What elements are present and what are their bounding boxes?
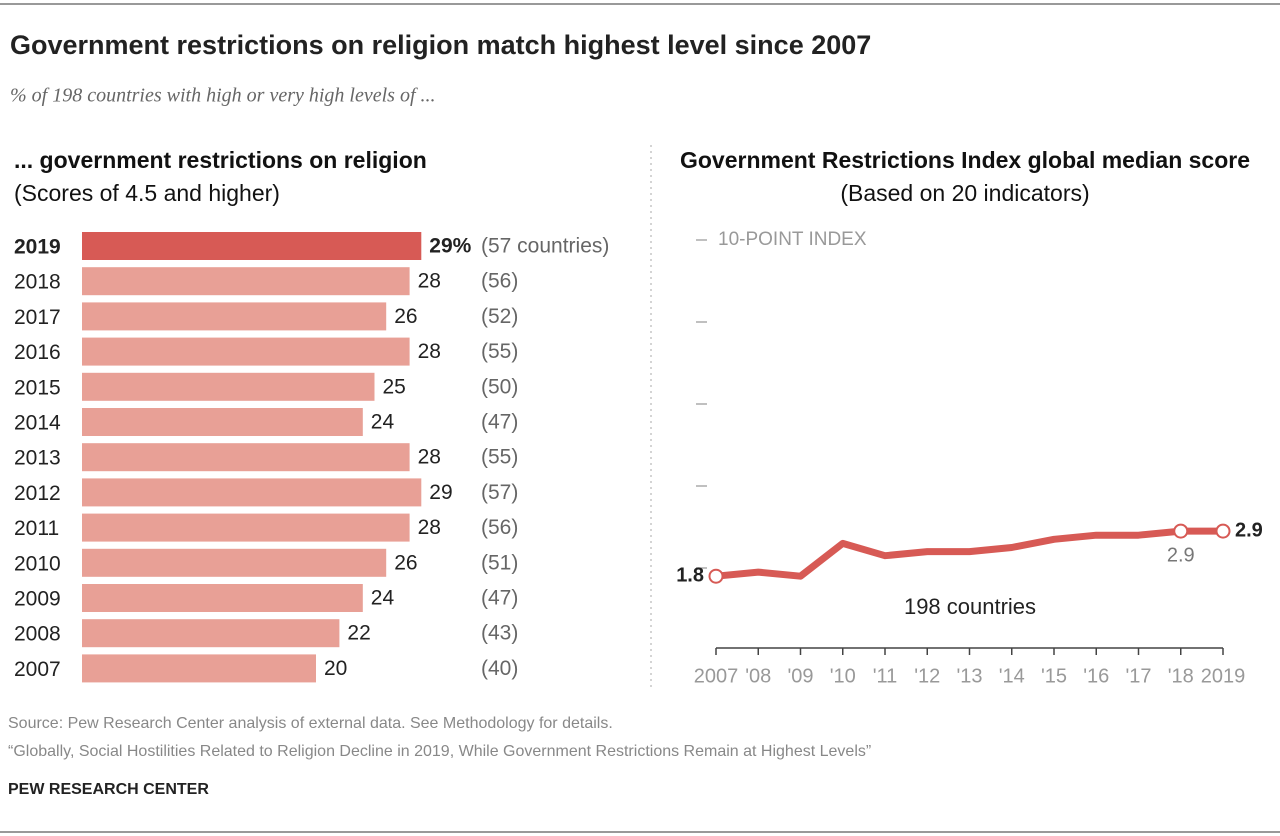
- bar: [82, 548, 387, 577]
- x-tick-label: '10: [830, 665, 856, 687]
- bar: [82, 408, 363, 436]
- count-label: (52): [481, 305, 518, 328]
- line-subtitle: (Based on 20 indicators): [840, 180, 1090, 206]
- y-tick-label: 2007: [14, 658, 61, 681]
- y-tick-label: 2008: [14, 623, 61, 646]
- line-heading: Government Restrictions Index global med…: [665, 144, 1265, 210]
- bar: [82, 654, 316, 683]
- credit: PEW RESEARCH CENTER: [8, 781, 209, 798]
- y-tick-label: 2016: [14, 341, 61, 364]
- y-tick-label: 2009: [14, 588, 61, 611]
- point-label: 2.9: [1235, 519, 1263, 541]
- value-label: 24: [371, 411, 395, 434]
- bar: [82, 443, 410, 472]
- value-label: 28: [418, 516, 441, 539]
- note: “Globally, Social Hostilities Related to…: [8, 743, 871, 760]
- bar: [82, 267, 410, 296]
- x-tick-label: '11: [873, 665, 898, 687]
- value-label: 26: [394, 305, 417, 328]
- source: Source: Pew Research Center analysis of …: [8, 715, 613, 732]
- bar: [82, 337, 410, 366]
- page-title: Government restrictions on religion matc…: [10, 30, 871, 60]
- y-tick-label: 2015: [14, 376, 61, 399]
- value-label: 28: [418, 446, 441, 469]
- y-tick-label: 2011: [14, 517, 59, 540]
- annotation: 198 countries: [904, 594, 1036, 619]
- y-tick-label: 2014: [14, 412, 61, 435]
- x-tick-label: '16: [1083, 665, 1109, 687]
- count-label: (51): [481, 551, 518, 574]
- line-series: [715, 527, 1223, 580]
- count-label: (56): [481, 270, 518, 293]
- bar-title: ... government restrictions on religion: [14, 147, 427, 173]
- y-tick-label: 2013: [14, 447, 61, 470]
- bar: [82, 584, 363, 612]
- x-tick-label: '17: [1125, 665, 1151, 687]
- y-tick-label: 2018: [14, 271, 61, 294]
- count-label: (40): [481, 657, 518, 680]
- count-label: (57): [481, 481, 518, 504]
- point-label: 1.8: [676, 564, 704, 586]
- y-tick-label: 2017: [14, 306, 61, 329]
- value-label: 25: [383, 375, 406, 398]
- value-label: 22: [347, 622, 370, 645]
- point-marker: [708, 568, 724, 584]
- x-tick-label: '13: [956, 665, 982, 687]
- bar-heading: ... government restrictions on religion …: [14, 144, 634, 210]
- y-tick-label: 2019: [14, 236, 61, 259]
- count-label: (47): [481, 587, 518, 610]
- bar: [82, 513, 410, 542]
- x-tick-label: '14: [999, 665, 1025, 687]
- x-tick-label: 2019: [1201, 665, 1246, 687]
- x-tick-label: '09: [787, 665, 813, 687]
- value-label: 28: [418, 270, 441, 293]
- line-title: Government Restrictions Index global med…: [679, 147, 1251, 173]
- count-label: (47): [481, 411, 518, 434]
- point-label: 2.9: [1167, 544, 1195, 566]
- point-marker: [1215, 523, 1231, 539]
- count-label: (55): [481, 446, 518, 469]
- bar-subtitle: (Scores of 4.5 and higher): [14, 180, 280, 206]
- count-label: (43): [481, 622, 518, 645]
- page-subtitle: % of 198 countries with high or very hig…: [10, 85, 436, 107]
- bar: [82, 232, 422, 260]
- x-tick-label: '15: [1041, 665, 1067, 687]
- value-label: 24: [371, 587, 395, 610]
- bar: [82, 302, 387, 331]
- value-label: 20: [324, 657, 347, 680]
- count-label: (50): [481, 375, 518, 398]
- value-label: 28: [418, 340, 441, 363]
- x-tick-label: '12: [914, 665, 940, 687]
- y-tick-label: 10-POINT INDEX: [718, 229, 867, 250]
- y-tick-label: 2012: [14, 482, 61, 505]
- count-label: (57 countries): [481, 235, 609, 258]
- value-label: 26: [394, 551, 417, 574]
- y-tick-label: 2010: [14, 552, 61, 575]
- bar: [82, 619, 340, 648]
- x-tick-label: '18: [1168, 665, 1194, 687]
- x-tick-label: '08: [745, 665, 771, 687]
- x-tick-label: 2007: [694, 665, 739, 687]
- count-label: (55): [481, 340, 518, 363]
- point-marker: [1173, 523, 1189, 539]
- value-label: 29%: [429, 235, 471, 258]
- bar: [82, 372, 375, 401]
- count-label: (56): [481, 516, 518, 539]
- value-label: 29: [429, 481, 452, 504]
- bar: [82, 478, 422, 507]
